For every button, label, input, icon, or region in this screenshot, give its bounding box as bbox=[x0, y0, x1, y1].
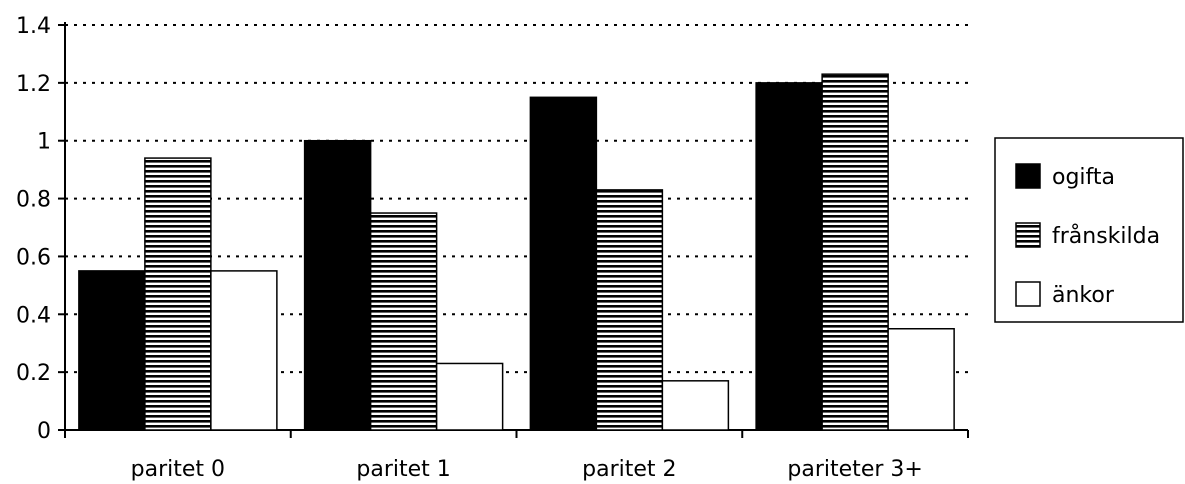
y-tick-label: 0.8 bbox=[16, 188, 51, 213]
y-tick-label: 1.2 bbox=[16, 72, 51, 97]
x-category-label: paritet 1 bbox=[356, 457, 450, 482]
x-category-label: paritet 2 bbox=[582, 457, 676, 482]
bar-änkor-2 bbox=[661, 380, 730, 431]
bar-ogifta-2 bbox=[529, 96, 598, 431]
bar-frånskilda-1 bbox=[369, 212, 438, 431]
bar-frånskilda-3 bbox=[821, 73, 889, 431]
y-tick-label: 0.4 bbox=[16, 303, 51, 328]
legend-label: ogifta bbox=[1052, 165, 1115, 190]
bar-änkor-3 bbox=[887, 328, 955, 431]
x-category-label: paritet 0 bbox=[131, 457, 225, 482]
bar-ogifta-3 bbox=[755, 82, 823, 431]
legend-swatch-frånskilda bbox=[1015, 222, 1041, 248]
y-tick-label: 1.4 bbox=[16, 14, 51, 39]
bars bbox=[78, 73, 955, 431]
bar-frånskilda-2 bbox=[595, 189, 664, 431]
legend-label: frånskilda bbox=[1052, 223, 1160, 249]
y-tick-label: 1 bbox=[37, 130, 51, 155]
y-tick-label: 0 bbox=[37, 419, 51, 444]
bar-änkor-1 bbox=[435, 362, 504, 431]
y-tick-label: 0.2 bbox=[16, 361, 51, 386]
legend-swatch-änkor bbox=[1015, 281, 1041, 307]
bar-ogifta-1 bbox=[303, 139, 372, 431]
legend-label: änkor bbox=[1052, 283, 1115, 308]
gridlines bbox=[65, 24, 968, 374]
y-tick-label: 0.6 bbox=[16, 245, 51, 270]
bar-ogifta-0 bbox=[78, 270, 146, 431]
legend-swatch-ogifta bbox=[1015, 163, 1041, 189]
x-category-label: pariteter 3+ bbox=[787, 457, 922, 482]
bar-frånskilda-0 bbox=[144, 157, 212, 431]
axis-labels: 0 0.2 0.4 0.6 0.8 1 1.2 1.4 paritet 0 paritet 1 pa… bbox=[16, 14, 923, 482]
legend: ogifta frånskilda änkor bbox=[994, 137, 1184, 323]
bar-änkor-0 bbox=[210, 270, 278, 431]
